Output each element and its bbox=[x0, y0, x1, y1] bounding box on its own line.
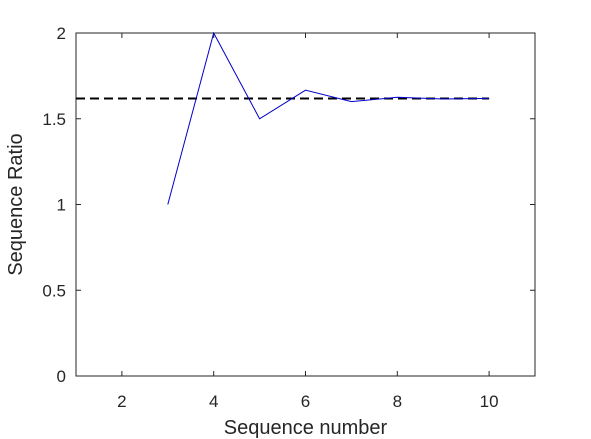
x-tick-label: 10 bbox=[480, 392, 499, 411]
x-tick-label: 6 bbox=[301, 392, 310, 411]
x-tick-labels: 2 4 6 8 10 bbox=[117, 392, 498, 411]
x-tick-label: 4 bbox=[209, 392, 218, 411]
plot-area bbox=[75, 32, 536, 377]
y-tick-label: 1 bbox=[57, 196, 66, 215]
x-axis-label: Sequence number bbox=[224, 417, 388, 439]
x-tick-label: 8 bbox=[393, 392, 402, 411]
y-tick-labels: 0 0.5 1 1.5 2 bbox=[42, 24, 66, 386]
y-tick-label: 1.5 bbox=[42, 110, 66, 129]
y-tick-label: 0.5 bbox=[42, 281, 66, 300]
y-tick-label: 0 bbox=[57, 367, 66, 386]
y-axis-label: Sequence Ratio bbox=[5, 133, 27, 275]
y-tick-label: 2 bbox=[57, 24, 66, 43]
axis-ticks bbox=[76, 32, 535, 377]
sequence-ratio-line bbox=[167, 31, 490, 205]
data-series bbox=[167, 31, 490, 205]
x-tick-label: 2 bbox=[117, 392, 126, 411]
